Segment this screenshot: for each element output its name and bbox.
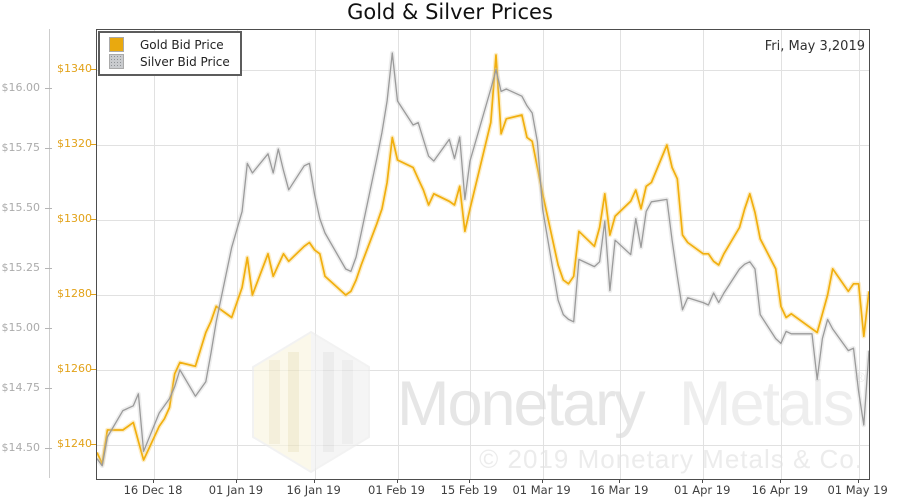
gold-axis-label: $1340 bbox=[57, 62, 92, 75]
gold-axis-label: $1260 bbox=[57, 362, 92, 375]
plot-canvas: Monetary Metals ® © 2019 Monetary Metals… bbox=[97, 30, 869, 479]
watermark-word-secondary: Metals bbox=[679, 369, 853, 439]
silver-axis-label: $15.75 bbox=[1, 141, 41, 154]
x-axis-label: 16 Dec 18 bbox=[123, 483, 183, 497]
x-axis-label: 16 Apr 19 bbox=[751, 483, 809, 497]
x-axis-tick bbox=[541, 478, 543, 483]
last-date-label: Fri, May 3,2019 bbox=[764, 39, 865, 54]
legend-label: Gold Bid Price bbox=[140, 37, 224, 52]
x-axis-label: 01 Jan 19 bbox=[208, 483, 264, 497]
gold-axis-label: $1280 bbox=[57, 287, 92, 300]
silver-swatch-icon bbox=[109, 54, 124, 69]
x-axis-label: 01 Mar 19 bbox=[512, 483, 571, 497]
gold-swatch-icon bbox=[109, 37, 124, 52]
silver-axis-label: $15.00 bbox=[1, 321, 41, 334]
silver-axis-label: $15.50 bbox=[1, 201, 41, 214]
gold-axis-tick bbox=[91, 294, 96, 295]
x-axis-tick bbox=[702, 478, 704, 483]
monetary-metals-hexagon-logo bbox=[252, 330, 370, 474]
x-axis-tick bbox=[396, 478, 398, 483]
silver-axis-line bbox=[49, 29, 50, 478]
x-axis-label: 01 Apr 19 bbox=[673, 483, 731, 497]
silver-axis-tick bbox=[45, 388, 52, 389]
gold-axis-tick bbox=[91, 369, 96, 370]
gold-axis-label: $1300 bbox=[57, 212, 92, 225]
chart-title: Gold & Silver Prices bbox=[347, 0, 553, 24]
silver-axis-tick bbox=[45, 328, 52, 329]
x-axis-label: 16 Jan 19 bbox=[286, 483, 341, 497]
silver-axis-tick bbox=[45, 208, 52, 209]
silver-axis-tick bbox=[45, 88, 52, 89]
x-axis-tick bbox=[152, 478, 154, 483]
gold-axis-label: $1320 bbox=[57, 137, 92, 150]
watermark-copyright: © 2019 Monetary Metals & Co. bbox=[479, 444, 863, 474]
legend-label: Silver Bid Price bbox=[140, 54, 230, 69]
silver-axis-label: $14.50 bbox=[1, 441, 41, 454]
x-axis-label: 01 May 19 bbox=[827, 483, 888, 497]
gold-axis-label: $1240 bbox=[57, 437, 92, 450]
silver-axis-label: $14.75 bbox=[1, 381, 41, 394]
x-axis-tick bbox=[235, 478, 237, 483]
x-axis-tick bbox=[857, 478, 859, 483]
gold-price-line bbox=[97, 54, 869, 465]
x-axis-tick bbox=[469, 478, 471, 483]
silver-price-line bbox=[97, 52, 869, 467]
silver-axis-label: $15.25 bbox=[1, 261, 41, 274]
x-axis-label: 15 Feb 19 bbox=[440, 483, 498, 497]
gold-axis-tick bbox=[91, 69, 96, 70]
gold-axis-tick bbox=[91, 144, 96, 145]
registered-trademark-icon: ® bbox=[855, 369, 866, 385]
x-axis-label: 01 Feb 19 bbox=[368, 483, 425, 497]
silver-axis-tick bbox=[45, 148, 52, 149]
x-axis-tick bbox=[313, 478, 315, 483]
legend-box: Gold Bid Price Silver Bid Price bbox=[98, 31, 242, 76]
silver-axis-label: $16.00 bbox=[1, 81, 41, 94]
x-axis-tick bbox=[619, 478, 621, 483]
x-axis-tick bbox=[779, 478, 781, 483]
gold-axis-tick bbox=[91, 219, 96, 220]
watermark-word-primary: Monetary bbox=[397, 369, 646, 439]
legend-item-gold: Gold Bid Price bbox=[100, 36, 240, 53]
silver-axis-tick bbox=[45, 448, 52, 449]
price-lines bbox=[97, 50, 869, 469]
legend-item-silver: Silver Bid Price bbox=[100, 53, 240, 70]
plot-area: Monetary Metals ® © 2019 Monetary Metals… bbox=[96, 29, 870, 480]
watermark: Monetary Metals ® © 2019 Monetary Metals… bbox=[252, 330, 866, 474]
gold-axis-tick bbox=[91, 444, 96, 445]
x-axis-label: 16 Mar 19 bbox=[590, 483, 649, 497]
silver-axis-tick bbox=[45, 268, 52, 269]
